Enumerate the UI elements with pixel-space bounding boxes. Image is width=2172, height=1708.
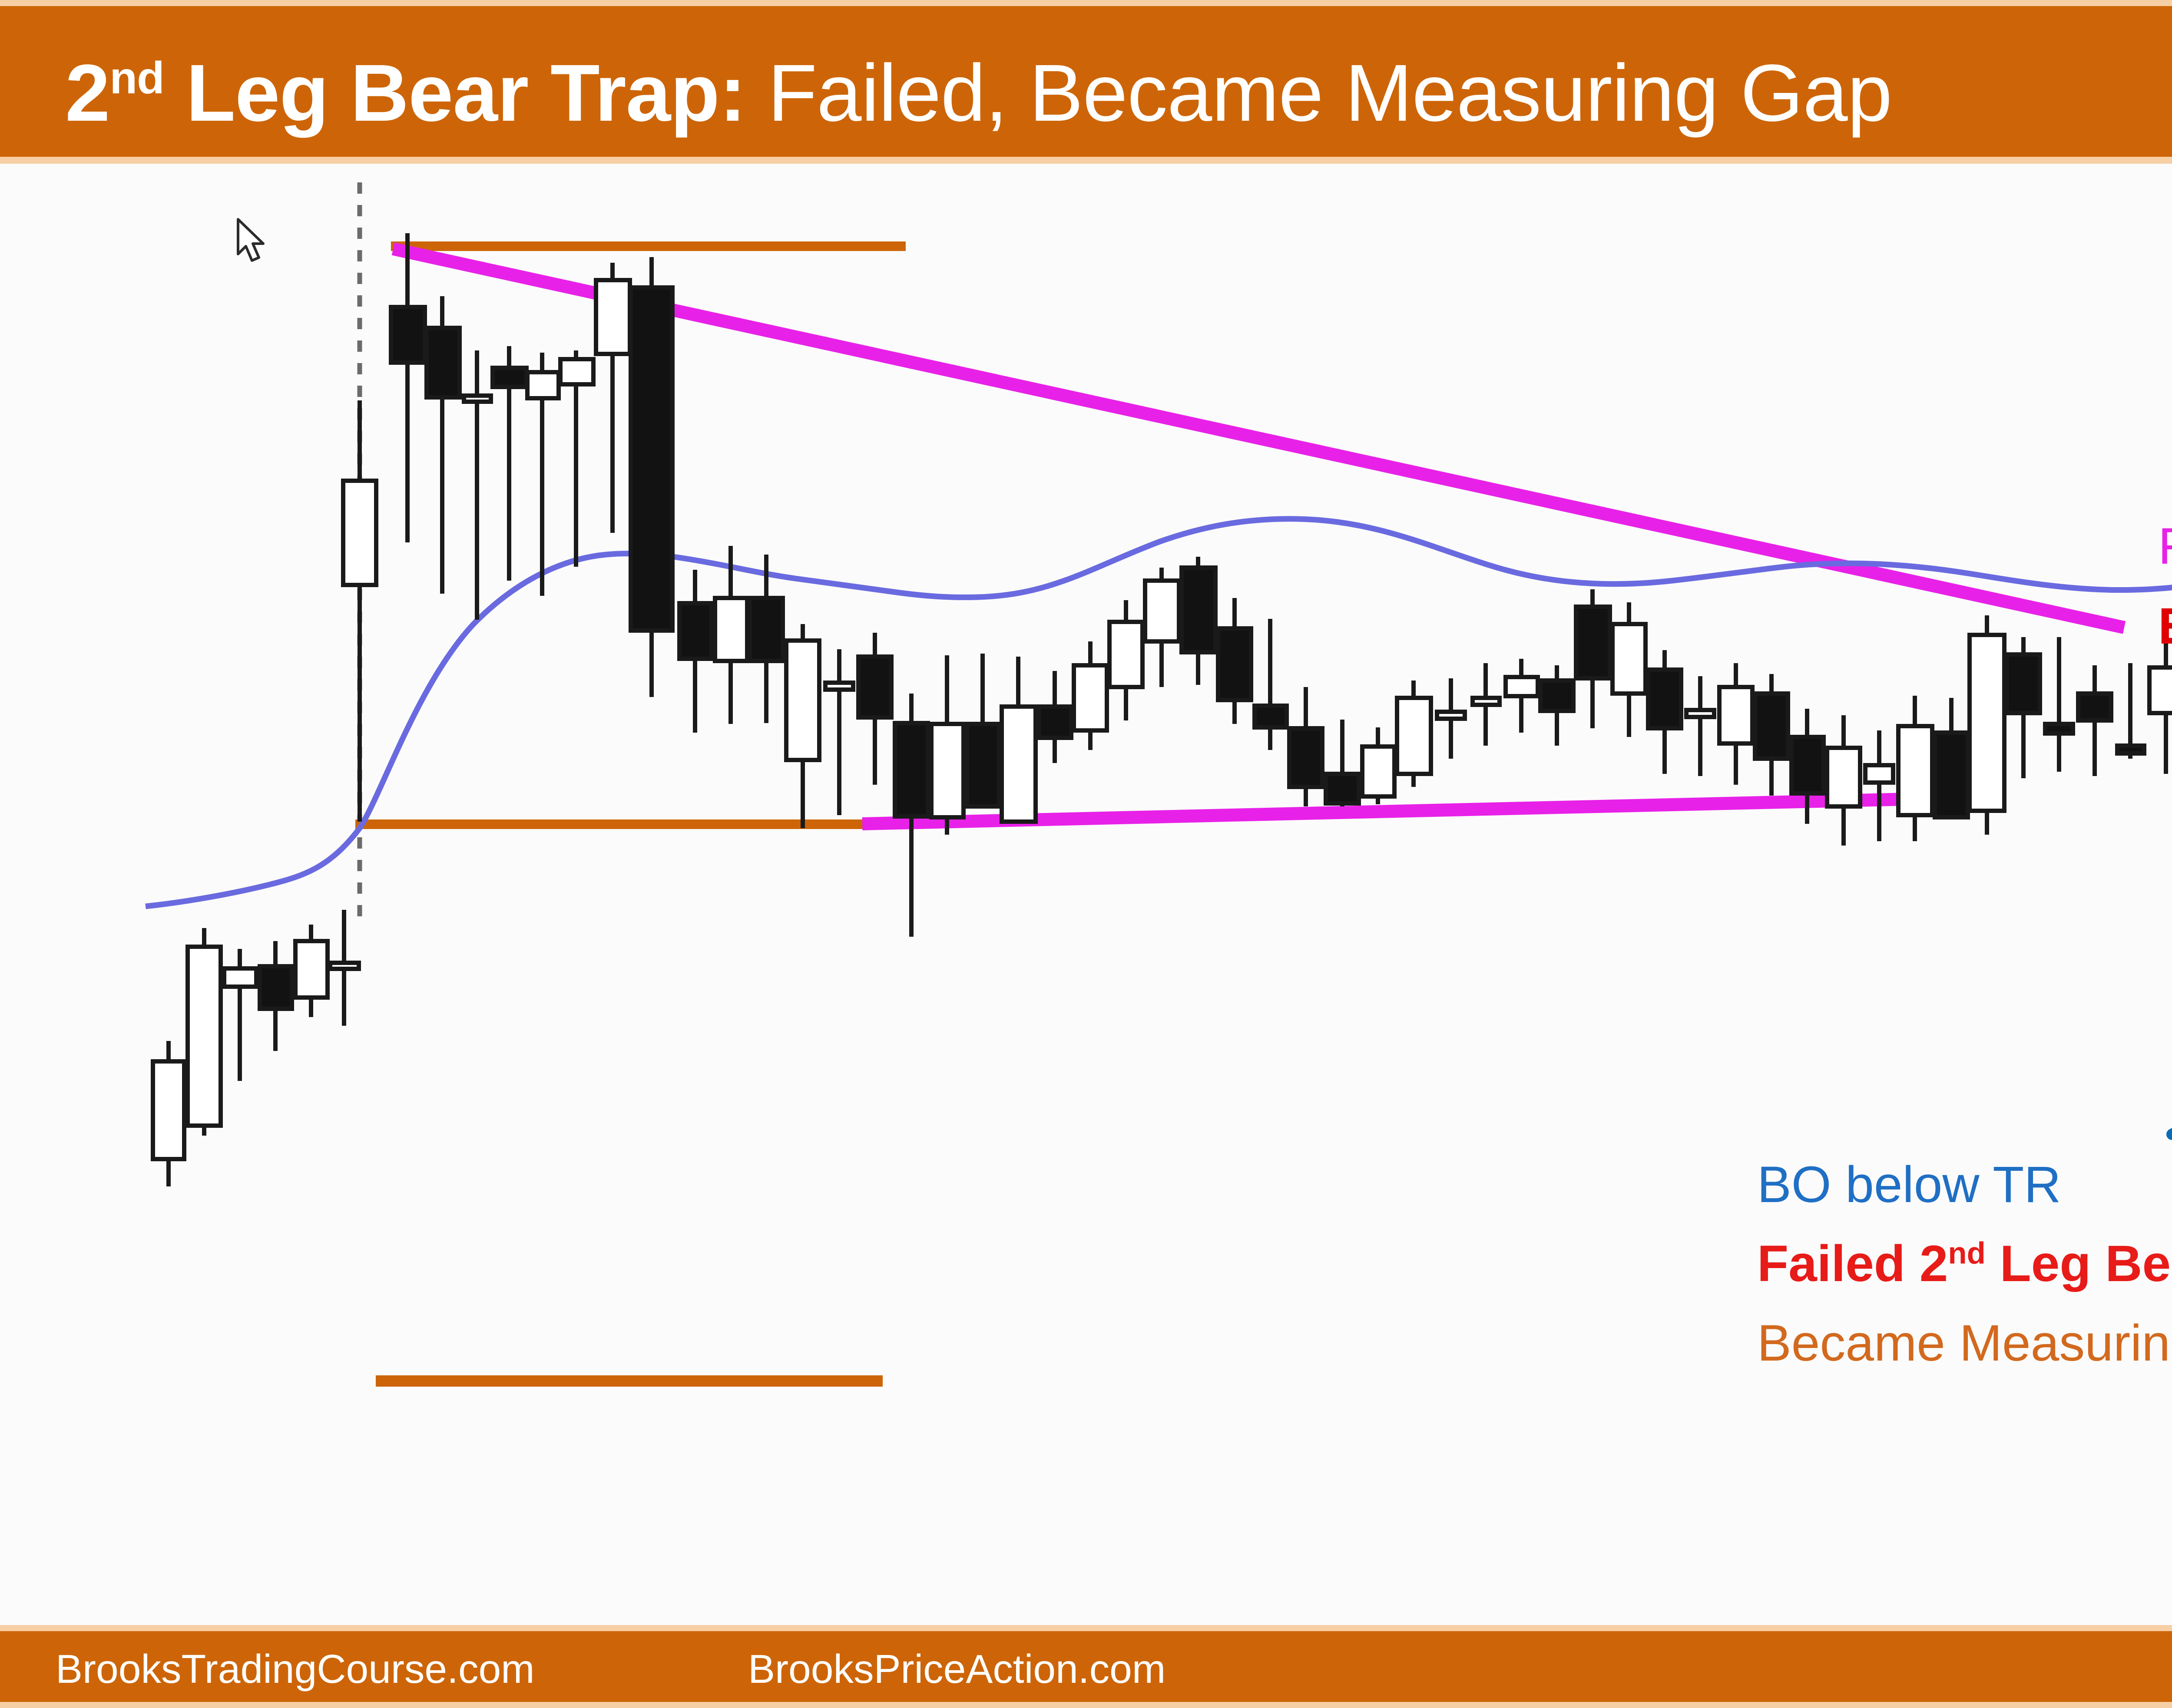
- header-accent-bottom: [0, 157, 2172, 164]
- footer-accent-top: [0, 1625, 2172, 1631]
- slide-header: 2nd Leg Bear Trap: Failed, Became Measur…: [0, 0, 2172, 164]
- footer-accent-bottom: [0, 1702, 2172, 1708]
- title-bold-part: Leg Bear Trap:: [164, 48, 746, 138]
- candle-group-gap: [341, 233, 785, 822]
- annotation-became-measuring-gap: Became Measuring Gap: [1757, 1315, 2172, 1372]
- title-superscript: nd: [109, 53, 164, 103]
- annotation-failed-bo-above-triangle: Failed BO above Triangle: [2158, 519, 2172, 574]
- footer-link-brookstradingcourse[interactable]: BrooksTradingCourse.com: [56, 1646, 535, 1691]
- ema-line: [145, 516, 2172, 909]
- page-title: 2nd Leg Bear Trap: Failed, Became Measur…: [65, 22, 1892, 150]
- candle-group-left: [151, 910, 361, 1186]
- candlestick-chart[interactable]: Failed BO above Triangle End of Day Bull…: [0, 164, 2172, 1603]
- annotation-bo-below-tr: BO below TR: [1757, 1156, 2061, 1213]
- mouse-cursor: [237, 218, 265, 262]
- trendline-triangle-lower: [862, 790, 2002, 830]
- annotation-end-of-day-bull-trap: End of Day Bull Trap: [2158, 599, 2172, 654]
- annotation-failed-2nd-superscript: nd: [1948, 1236, 1986, 1271]
- annotation-failed-2nd-leg-bear-trap: Failed 2nd Leg Bear Trap: [1757, 1237, 2172, 1291]
- footer-link-brookspriceaction[interactable]: BrooksPriceAction.com: [748, 1646, 1166, 1691]
- annotation-failed-2nd-part-b: Leg Bear Trap: [2000, 1235, 2172, 1292]
- title-prefix: 2: [65, 48, 110, 138]
- header-accent-top: [0, 0, 2172, 6]
- slide-footer: BrooksTradingCourse.com BrooksPriceActio…: [0, 1625, 2172, 1708]
- title-light-part: Failed, Became Measuring Gap: [745, 48, 1892, 138]
- chart-canvas: [145, 182, 2172, 1387]
- annotation-failed-2nd-part-a: Failed 2: [1757, 1235, 1948, 1292]
- candle-group-range: [784, 557, 2172, 937]
